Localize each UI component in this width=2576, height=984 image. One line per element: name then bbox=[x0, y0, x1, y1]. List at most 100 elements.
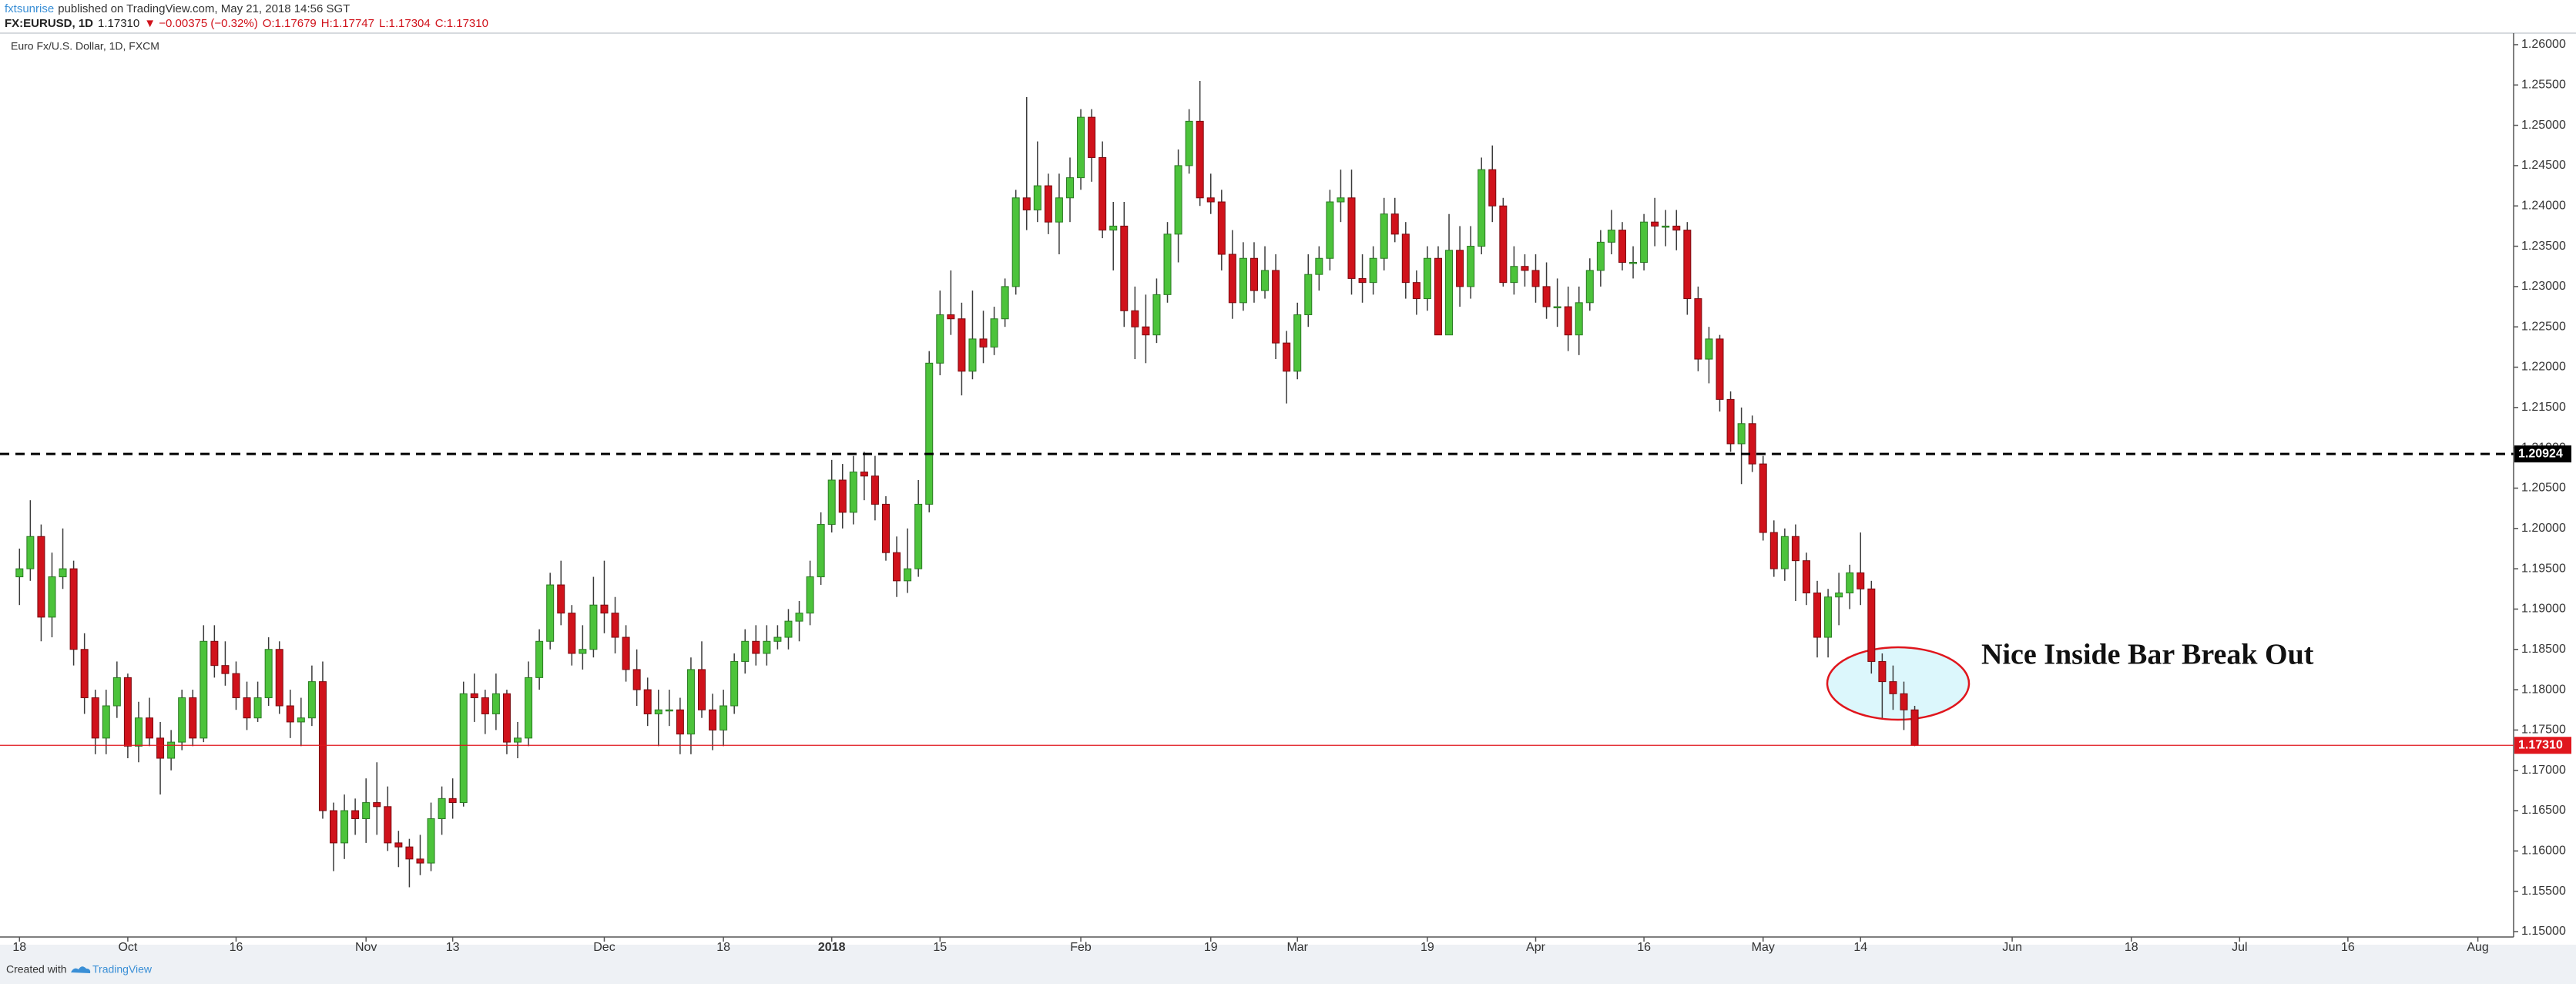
candle-body bbox=[1326, 201, 1334, 259]
x-tick-label: Nov bbox=[355, 941, 377, 954]
candle-body bbox=[80, 649, 89, 699]
ohlc-high: H:1.17747 bbox=[321, 17, 374, 30]
x-tick-label: Jul bbox=[2232, 941, 2247, 954]
candle-body bbox=[26, 536, 35, 569]
candle-body bbox=[134, 717, 143, 747]
candle-body bbox=[221, 665, 230, 674]
x-tick-label: 14 bbox=[1853, 941, 1867, 954]
y-tick-label: 1.22500 bbox=[2521, 320, 2566, 333]
candle-body bbox=[709, 709, 717, 730]
y-tick-label: 1.20000 bbox=[2521, 522, 2566, 535]
footer-band bbox=[0, 945, 2576, 984]
candle-body bbox=[1478, 169, 1486, 247]
publisher[interactable]: fxtsunrise bbox=[5, 2, 54, 15]
candle-body bbox=[990, 318, 998, 348]
candle-body bbox=[1456, 250, 1464, 287]
ohlc-open: O:1.17679 bbox=[263, 17, 317, 30]
y-tick-label: 1.22000 bbox=[2521, 361, 2566, 374]
x-tick-label: 18 bbox=[12, 941, 26, 954]
candle-body bbox=[1651, 221, 1659, 227]
candle-body bbox=[1510, 266, 1518, 284]
candle-body bbox=[1900, 693, 1908, 710]
x-tick-label: 13 bbox=[446, 941, 460, 954]
candle-body bbox=[730, 660, 739, 707]
x-tick-label: Mar bbox=[1286, 941, 1308, 954]
y-tick-label: 1.20500 bbox=[2521, 482, 2566, 495]
candle-body bbox=[307, 681, 316, 719]
candle-body bbox=[232, 673, 240, 699]
candle-body bbox=[643, 689, 652, 714]
x-tick-label: 18 bbox=[2125, 941, 2138, 954]
x-tick-label: 18 bbox=[716, 941, 730, 954]
candle-body bbox=[1217, 201, 1226, 255]
candle-body bbox=[69, 568, 78, 650]
candle-body bbox=[438, 798, 446, 819]
candle-body bbox=[200, 640, 208, 739]
x-tick-label: May bbox=[1752, 941, 1775, 954]
candle-body bbox=[632, 669, 641, 690]
x-tick-label: 16 bbox=[230, 941, 243, 954]
published: published on TradingView.com, May 21, 20… bbox=[58, 2, 350, 15]
candle-body bbox=[427, 818, 435, 864]
candle-body bbox=[1196, 120, 1204, 199]
ohlc-low: L:1.17304 bbox=[379, 17, 431, 30]
candle-body bbox=[904, 568, 912, 582]
price-line-label: 1.17310 bbox=[2518, 738, 2563, 751]
footer-brand[interactable]: TradingView bbox=[92, 963, 153, 976]
candle-body bbox=[1737, 423, 1746, 445]
candle-body bbox=[340, 810, 349, 844]
candle-body bbox=[827, 479, 836, 526]
candle-body bbox=[112, 677, 121, 707]
y-tick-label: 1.21500 bbox=[2521, 401, 2566, 414]
candle-body bbox=[1835, 593, 1843, 598]
candle-body bbox=[870, 475, 879, 505]
candle-body bbox=[1369, 257, 1377, 284]
footer-created: Created with bbox=[6, 963, 67, 976]
candle-body bbox=[1272, 270, 1280, 344]
candle-body bbox=[1315, 257, 1323, 275]
candle-body bbox=[1629, 261, 1638, 264]
candle-body bbox=[1813, 593, 1822, 638]
y-tick-label: 1.26000 bbox=[2521, 38, 2566, 51]
y-tick-label: 1.24500 bbox=[2521, 159, 2566, 172]
annotation: Nice Inside Bar Break Out bbox=[1981, 639, 2314, 671]
y-tick-label: 1.25000 bbox=[2521, 119, 2566, 132]
x-tick-label: 2018 bbox=[818, 941, 846, 954]
candle-body bbox=[416, 858, 424, 864]
candle-body bbox=[611, 613, 619, 638]
candle-body bbox=[752, 640, 760, 654]
candle-body bbox=[470, 693, 478, 699]
candle-body bbox=[1304, 274, 1313, 316]
candle-body bbox=[1401, 233, 1410, 284]
highlight-ellipse bbox=[1826, 646, 1971, 721]
candle-body bbox=[1228, 254, 1236, 304]
candle-body bbox=[893, 552, 901, 582]
candle-body bbox=[1769, 532, 1778, 569]
candle-body bbox=[1347, 197, 1356, 279]
candle-body bbox=[1672, 225, 1681, 231]
last-price: 1.17310 bbox=[98, 17, 139, 30]
candle-body bbox=[1748, 423, 1756, 465]
candle-body bbox=[1542, 286, 1551, 307]
candle-body bbox=[1716, 338, 1724, 400]
candle-body bbox=[1380, 213, 1388, 259]
x-tick-label: 16 bbox=[1637, 941, 1651, 954]
candle-body bbox=[1077, 116, 1085, 179]
ohlc-close: C:1.17310 bbox=[435, 17, 488, 30]
x-tick-label: Feb bbox=[1070, 941, 1092, 954]
candle-body bbox=[1867, 588, 1876, 662]
candle-body bbox=[1878, 660, 1887, 683]
candle-body bbox=[1662, 225, 1670, 228]
y-tick-label: 1.23500 bbox=[2521, 240, 2566, 253]
candle-body bbox=[123, 677, 132, 747]
candle-body bbox=[264, 649, 273, 699]
candle-body bbox=[318, 681, 327, 811]
candle-body bbox=[979, 338, 988, 348]
x-tick-label: Oct bbox=[118, 941, 137, 954]
x-tick-label: Dec bbox=[593, 941, 615, 954]
candle-body bbox=[351, 810, 360, 819]
candle-body bbox=[925, 362, 934, 505]
candle-body bbox=[676, 709, 684, 735]
candle-body bbox=[968, 338, 977, 372]
